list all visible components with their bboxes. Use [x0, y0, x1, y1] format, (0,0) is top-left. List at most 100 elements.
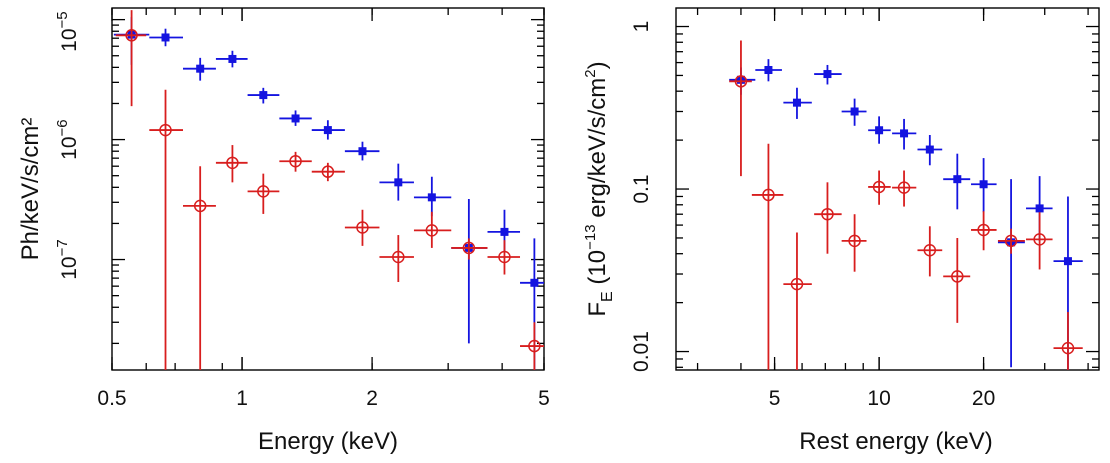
data-point: [149, 28, 184, 47]
circle-marker: [790, 277, 804, 291]
circle-marker: [1061, 341, 1075, 355]
left-spectrum-panel: 0.5 1 2 510−510−610−7 Energy (keV) Ph/keV/s…: [17, 7, 550, 455]
square-marker: [875, 126, 884, 135]
square-marker: [530, 278, 539, 287]
data-point: [247, 87, 280, 104]
data-point: [183, 166, 216, 370]
circle-marker: [356, 221, 369, 234]
data-series: [729, 40, 1083, 370]
data-point: [868, 116, 891, 144]
data-point: [1026, 212, 1053, 270]
data-point: [917, 135, 943, 166]
y-tick-label-exponent: −6: [54, 119, 71, 136]
data-point: [892, 170, 917, 207]
data-points: [729, 40, 1083, 370]
square-marker: [323, 126, 332, 135]
square-marker: [792, 98, 801, 107]
data-point: [868, 170, 891, 205]
square-marker: [1063, 257, 1072, 266]
circle-marker: [289, 154, 302, 168]
y-tick-label-base: 10: [58, 29, 81, 52]
x-tick-label: 20: [972, 387, 995, 410]
circle-marker: [872, 180, 886, 194]
tick-labels: 5 10 20 1 0.1 0.01: [630, 21, 995, 410]
x-tick-label: 10: [867, 387, 890, 410]
data-series: [115, 10, 544, 370]
square-marker: [1035, 204, 1044, 213]
square-marker: [925, 145, 934, 154]
square-marker: [900, 129, 909, 138]
circle-marker: [821, 207, 834, 221]
circle-marker: [762, 188, 775, 202]
square-marker: [259, 91, 268, 100]
x-tick-label: 5: [769, 387, 781, 410]
y-axis-label-units-mid: erg/keV/s/cm: [584, 78, 611, 225]
data-point: [413, 211, 452, 248]
y-axis-label: FE (10−13 erg/keV/s/cm2): [582, 61, 616, 316]
x-tick-label: 0.5: [97, 387, 126, 410]
y-axis-label-main: F: [584, 302, 611, 317]
square-marker: [953, 175, 962, 184]
x-axis-label: Rest energy (keV): [799, 428, 992, 455]
data-point: [783, 232, 812, 370]
data-point: [379, 163, 414, 201]
data-point: [279, 151, 312, 172]
data-point: [344, 141, 380, 161]
circle-marker: [257, 185, 270, 198]
circle-marker: [923, 244, 937, 257]
y-tick-label-base: 10: [58, 136, 81, 159]
data-point: [183, 57, 216, 81]
circle-marker: [321, 165, 335, 178]
square-marker: [850, 107, 859, 116]
data-point: [841, 98, 867, 126]
y-axis-label-subscript: E: [599, 291, 616, 302]
data-point: [971, 211, 997, 251]
y-tick-label-base: 10: [58, 256, 81, 279]
tick-labels: 0.5 1 2 510−510−610−7: [54, 11, 550, 410]
data-point: [783, 87, 812, 119]
y-axis-label-units-pre: (10: [584, 250, 611, 291]
square-marker: [823, 70, 832, 79]
data-point: [1053, 312, 1083, 370]
data-point: [344, 209, 380, 246]
data-point: [841, 214, 867, 272]
y-axis-label-units-exp: −13: [582, 224, 599, 249]
square-marker: [291, 114, 300, 123]
data-point: [917, 226, 943, 277]
circle-marker: [528, 339, 541, 353]
square-marker: [500, 227, 509, 236]
square-marker: [427, 193, 436, 202]
data-point: [520, 322, 544, 370]
circle-marker: [425, 224, 439, 237]
square-marker: [394, 178, 403, 187]
data-point: [215, 145, 248, 183]
data-point: [943, 153, 971, 210]
data-point: [451, 238, 488, 260]
square-marker: [979, 180, 988, 189]
y-tick-label: 0.1: [630, 174, 653, 203]
data-series: [729, 59, 1083, 370]
circle-marker: [392, 250, 405, 264]
x-tick-label: 2: [366, 387, 378, 410]
data-point: [115, 10, 147, 107]
data-point: [311, 162, 345, 182]
circle-marker: [977, 223, 990, 237]
circle-marker: [226, 156, 239, 170]
data-point: [247, 173, 280, 214]
y-tick-label: 10−7: [54, 239, 81, 279]
y-tick-label: 10−5: [54, 11, 81, 51]
data-point: [413, 176, 452, 217]
circle-marker: [734, 75, 748, 88]
tick-marks: [676, 8, 1099, 370]
data-point: [814, 182, 842, 254]
data-point: [971, 158, 997, 213]
square-marker: [764, 66, 773, 75]
circle-marker: [462, 241, 476, 255]
plot-frame: [111, 7, 545, 371]
data-point: [997, 179, 1025, 368]
data-point: [751, 143, 784, 370]
data-points: [113, 10, 544, 370]
y-tick-label: 10−6: [54, 119, 81, 159]
data-point: [997, 228, 1025, 254]
